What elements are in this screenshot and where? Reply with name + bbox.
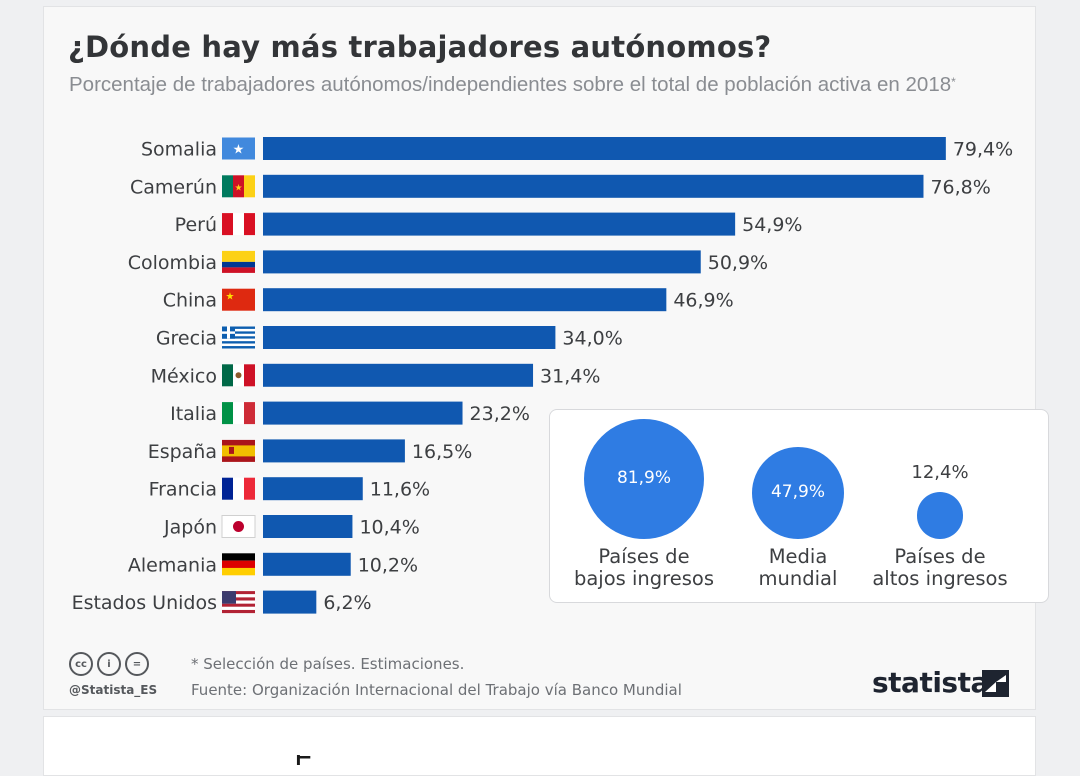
income-bubble bbox=[584, 419, 704, 539]
cc-icon: cc bbox=[69, 652, 93, 676]
next-card: É bbox=[43, 716, 1036, 776]
flag-spain-icon bbox=[222, 439, 255, 462]
category-label: Estados Unidos bbox=[72, 592, 217, 614]
flag-peru-icon bbox=[222, 213, 255, 236]
value-label: 76,8% bbox=[930, 176, 990, 198]
category-label: Grecia bbox=[156, 328, 217, 350]
by-icon: i bbox=[97, 652, 121, 676]
bar bbox=[263, 288, 667, 312]
flag-usa-icon bbox=[222, 591, 255, 614]
source-note: Fuente: Organización Internacional del T… bbox=[191, 681, 682, 699]
subtitle-text: Porcentaje de trabajadores autónomos/ind… bbox=[69, 73, 952, 96]
value-label: 10,4% bbox=[359, 517, 419, 539]
value-label: 46,9% bbox=[673, 290, 733, 312]
value-label: 79,4% bbox=[953, 139, 1013, 161]
bar bbox=[263, 326, 556, 349]
nd-icon: = bbox=[125, 652, 149, 676]
category-label: Colombia bbox=[128, 252, 217, 274]
svg-text:★: ★ bbox=[234, 183, 242, 193]
twitter-handle[interactable]: @Statista_ES bbox=[69, 683, 158, 697]
bar bbox=[263, 590, 317, 614]
income-caption-line: altos ingresos bbox=[872, 567, 1008, 590]
income-caption-line: Media bbox=[768, 545, 828, 568]
statista-logo[interactable]: statista bbox=[872, 666, 989, 699]
bar bbox=[263, 552, 351, 576]
license-icons: cc i = bbox=[69, 652, 149, 676]
svg-text:★: ★ bbox=[233, 143, 245, 158]
value-label: 10,2% bbox=[358, 554, 418, 576]
income-caption-line: mundial bbox=[758, 567, 838, 590]
income-bubble-caption: Países de altos ingresos bbox=[855, 546, 1025, 590]
value-label: 31,4% bbox=[540, 365, 600, 387]
flag-somalia-icon: ★ bbox=[222, 137, 255, 160]
bar-chart: Somalia ★ 79,4% Camerún ★ 76,8% Perú 54,9% Colom… bbox=[72, 137, 1013, 614]
bar bbox=[263, 401, 463, 425]
footnote: * Selección de países. Estimaciones. bbox=[191, 655, 465, 673]
income-bubble-value: 81,9% bbox=[616, 468, 671, 488]
chart-title: ¿Dónde hay más trabajadores autónomos? bbox=[68, 30, 772, 64]
bar bbox=[263, 250, 701, 274]
category-label: México bbox=[151, 365, 217, 387]
bar bbox=[263, 477, 363, 501]
income-bubble-caption: Media mundial bbox=[713, 546, 883, 590]
income-caption-line: Países de bbox=[598, 545, 690, 568]
svg-text:★: ★ bbox=[226, 292, 235, 303]
flag-france-icon bbox=[222, 477, 255, 500]
flag-japan-icon bbox=[221, 515, 256, 538]
value-label: 6,2% bbox=[323, 592, 371, 614]
flag-italy-icon bbox=[222, 402, 255, 425]
bar bbox=[263, 174, 924, 198]
income-bubble-value: 12,4% bbox=[911, 462, 969, 484]
subtitle-asterisk: * bbox=[951, 75, 956, 89]
flag-mexico-icon bbox=[222, 364, 255, 387]
category-label: Francia bbox=[149, 479, 217, 501]
income-bubble-caption: Países de bajos ingresos bbox=[559, 546, 729, 590]
next-card-peek-text: É bbox=[294, 755, 314, 765]
category-label: Japón bbox=[163, 517, 217, 539]
category-label: Italia bbox=[170, 403, 217, 425]
flag-colombia-icon bbox=[222, 250, 255, 273]
category-label: España bbox=[148, 441, 217, 463]
category-label: China bbox=[163, 290, 217, 312]
flag-cameroon-icon: ★ bbox=[222, 175, 255, 198]
flag-greece-icon bbox=[222, 326, 255, 349]
income-bubble-value: 47,9% bbox=[770, 482, 825, 503]
bar bbox=[263, 212, 736, 236]
statista-logo-mark-icon bbox=[982, 670, 1009, 697]
income-bubble bbox=[916, 492, 964, 539]
flag-germany-icon bbox=[222, 553, 255, 576]
flag-china-icon: ★ bbox=[222, 288, 255, 311]
income-caption-line: bajos ingresos bbox=[573, 567, 715, 590]
bar bbox=[263, 363, 534, 387]
value-label: 23,2% bbox=[470, 403, 530, 425]
category-label: Somalia bbox=[141, 139, 217, 161]
category-label: Camerún bbox=[130, 176, 217, 198]
value-label: 34,0% bbox=[562, 328, 622, 350]
bar bbox=[263, 439, 405, 463]
income-caption-line: Países de bbox=[894, 545, 986, 568]
bar bbox=[263, 137, 946, 160]
value-label: 54,9% bbox=[742, 214, 802, 236]
income-bubble bbox=[752, 447, 844, 539]
chart-subtitle: Porcentaje de trabajadores autónomos/ind… bbox=[69, 73, 956, 97]
bar bbox=[263, 515, 353, 538]
value-label: 50,9% bbox=[708, 252, 768, 274]
category-label: Perú bbox=[175, 214, 217, 236]
category-label: Alemania bbox=[128, 554, 217, 576]
value-label: 11,6% bbox=[370, 479, 430, 501]
value-label: 16,5% bbox=[412, 441, 472, 463]
